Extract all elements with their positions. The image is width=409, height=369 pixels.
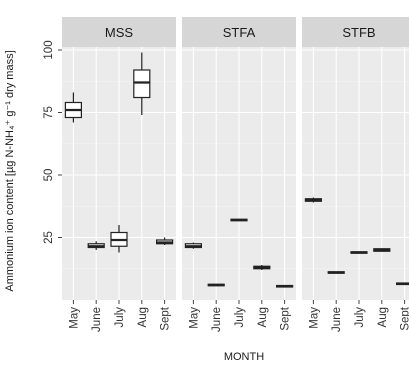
box-stfb-may [304, 197, 322, 203]
x-tick-label: Sept [280, 306, 292, 330]
box-stfa-may [184, 242, 202, 249]
box-stfb-sept [396, 282, 409, 286]
box-stfa-july [230, 218, 248, 222]
x-tick-label: Aug [137, 307, 149, 327]
y-tick-label: 25 [43, 231, 55, 244]
box-mss-june [87, 241, 105, 250]
strip-label-mss: MSS [105, 25, 134, 40]
box-body [133, 69, 151, 99]
x-tick-label: June [91, 307, 103, 332]
facet-panel-mss: MSS May June July Aug Sept [62, 17, 176, 332]
strip-mss [62, 17, 176, 47]
panel-background-stfb [302, 47, 409, 300]
box-stfb-june [327, 271, 345, 274]
strip-label-stfb: STFB [342, 25, 375, 40]
box-mss-sept [156, 237, 174, 245]
box-mss-aug [133, 52, 151, 115]
y-axis: 25 50 75 100 [43, 40, 62, 244]
x-tick-label: Aug [377, 307, 389, 327]
strip-stfb [302, 17, 409, 47]
box-stfa-june [207, 283, 225, 287]
y-axis-title: Ammonium ion content [µg N-NH₄⁺ g⁻¹ dry … [4, 50, 16, 291]
box-stfb-july [350, 251, 368, 254]
x-tick-label: May [308, 307, 320, 329]
x-tick-label: June [211, 307, 223, 332]
box-stfa-sept [276, 284, 294, 288]
strip-label-stfa: STFA [223, 25, 256, 40]
x-tick-label: July [114, 307, 126, 328]
facet-panel-stfa: STFA May June July Aug Sept [182, 17, 296, 332]
box-stfa-aug [253, 265, 271, 270]
y-tick-label: 100 [43, 40, 55, 59]
x-tick-label: July [234, 307, 246, 328]
x-tick-label: Sept [160, 306, 172, 330]
box-stfb-aug [373, 248, 391, 252]
box-mss-may [64, 92, 83, 123]
strip-stfa [182, 17, 296, 47]
facet-panel-stfb: STFB May June July Aug Sept [302, 17, 409, 332]
x-tick-label: May [188, 307, 200, 329]
y-tick-label: 75 [43, 106, 55, 119]
x-tick-label: May [68, 307, 80, 329]
box-mss-july [110, 225, 128, 253]
x-tick-label: Aug [257, 307, 269, 327]
x-tick-label: June [331, 307, 343, 332]
x-tick-label: July [354, 307, 366, 328]
y-tick-label: 50 [43, 169, 55, 182]
x-tick-label: Sept [400, 306, 409, 330]
x-axis-title: MONTH [224, 351, 264, 363]
